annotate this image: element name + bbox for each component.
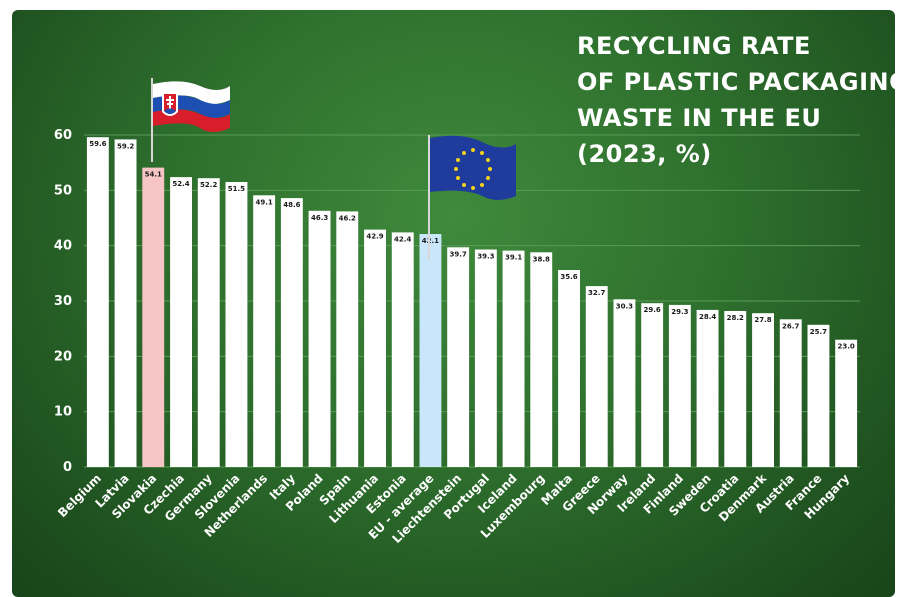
bar (668, 304, 691, 467)
title-line-1: RECYCLING RATE (577, 32, 811, 60)
bar (142, 167, 165, 467)
category-labels: BelgiumLatviaSlovakiaCzechiaGermanySlove… (55, 471, 852, 546)
bar (253, 195, 276, 468)
bar (86, 137, 109, 467)
y-tick-label: 0 (63, 460, 72, 475)
bar (336, 211, 359, 467)
value-label: 30.3 (616, 302, 633, 310)
title-line-4: (2023, %) (577, 140, 712, 168)
bar (447, 247, 470, 467)
value-label: 26.7 (782, 322, 799, 330)
bar (197, 178, 220, 467)
bar (364, 229, 386, 467)
value-label: 29.3 (671, 308, 688, 316)
y-tick-label: 30 (54, 294, 72, 309)
value-labels: 59.6 59.2 54.1 52.4 52.2 51.5 49.1 48.6 46.3 46.2… (89, 140, 855, 351)
bar (280, 198, 303, 467)
bars (86, 137, 858, 468)
bar (724, 311, 747, 467)
bar (585, 286, 608, 467)
value-label: 54.1 (145, 171, 162, 179)
value-label: 23.0 (837, 343, 854, 351)
value-label: 38.8 (533, 255, 550, 263)
value-label: 59.6 (89, 140, 106, 148)
bar (613, 299, 636, 467)
y-tick-label: 20 (54, 349, 72, 364)
value-label: 52.4 (172, 180, 189, 188)
value-label: 49.1 (255, 198, 272, 206)
value-label: 51.5 (228, 185, 245, 193)
value-label: 59.2 (117, 142, 134, 150)
value-label: 28.4 (699, 313, 716, 321)
title-line-2: OF PLASTIC PACKAGING (577, 68, 895, 96)
y-tick-label: 40 (54, 239, 72, 254)
y-tick-label: 50 (54, 183, 72, 198)
value-label: 35.6 (560, 273, 577, 281)
bar (502, 250, 525, 467)
bar (696, 309, 719, 467)
slovakia-flag-icon (151, 78, 230, 162)
value-label: 42.9 (366, 233, 383, 241)
bar (114, 139, 137, 467)
bar (807, 324, 830, 467)
y-tick-label: 60 (54, 128, 72, 143)
chart-title: RECYCLING RATE OF PLASTIC PACKAGING WAST… (577, 32, 895, 168)
bar (170, 177, 192, 467)
title-line-3: WASTE IN THE EU (577, 104, 821, 132)
bar (835, 339, 858, 467)
value-label: 46.3 (311, 214, 328, 222)
eu-flag-icon (428, 135, 516, 260)
value-label: 27.8 (754, 316, 771, 324)
value-label: 42.1 (422, 237, 439, 245)
bar (530, 252, 553, 467)
value-label: 42.4 (394, 235, 411, 243)
bar (391, 232, 414, 467)
value-label: 48.6 (283, 201, 300, 209)
y-axis-ticks: 0 10 20 30 40 50 60 (54, 128, 72, 475)
bar (419, 234, 442, 467)
value-label: 39.3 (477, 253, 494, 261)
value-label: 29.6 (643, 306, 660, 314)
bar (641, 303, 664, 467)
value-label: 52.2 (200, 181, 217, 189)
bar (779, 319, 802, 467)
value-label: 28.2 (727, 314, 744, 322)
value-label: 32.7 (588, 289, 605, 297)
bar-chart: 0 10 20 30 40 50 60 59.6 59.2 54.1 52.4 52.2 51.5 49… (54, 32, 895, 546)
value-label: 39.7 (449, 250, 466, 258)
bar (558, 270, 580, 467)
bar (225, 182, 248, 467)
value-label: 46.2 (339, 214, 356, 222)
bar (752, 313, 774, 467)
value-label: 25.7 (810, 328, 827, 336)
value-label: 39.1 (505, 254, 522, 262)
bar (308, 210, 331, 468)
bar (474, 249, 497, 467)
y-tick-label: 10 (54, 405, 72, 420)
chart-frame: 0 10 20 30 40 50 60 59.6 59.2 54.1 52.4 52.2 51.5 49… (12, 10, 895, 597)
